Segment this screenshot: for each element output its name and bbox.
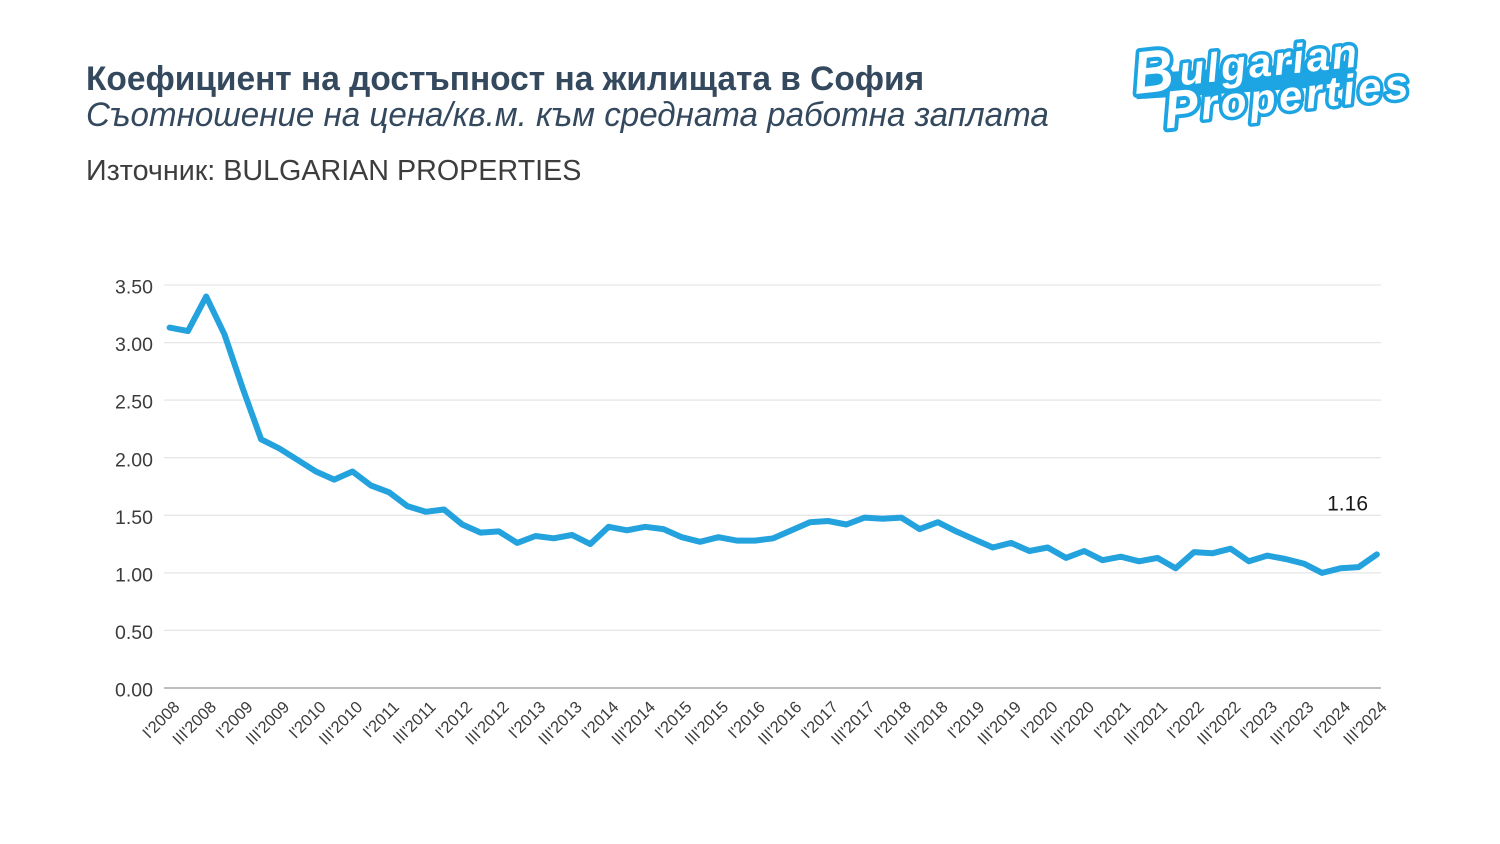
svg-text:1.00: 1.00 <box>115 565 153 587</box>
svg-text:0.50: 0.50 <box>115 622 153 644</box>
svg-text:0.00: 0.00 <box>115 680 153 702</box>
svg-text:3.50: 3.50 <box>115 277 153 299</box>
svg-text:2.00: 2.00 <box>115 449 153 471</box>
svg-text:3.00: 3.00 <box>115 334 153 356</box>
svg-text:1.16: 1.16 <box>1327 493 1368 516</box>
svg-text:P: P <box>1161 78 1202 140</box>
svg-text:1.50: 1.50 <box>115 507 153 529</box>
svg-text:2.50: 2.50 <box>115 392 153 414</box>
